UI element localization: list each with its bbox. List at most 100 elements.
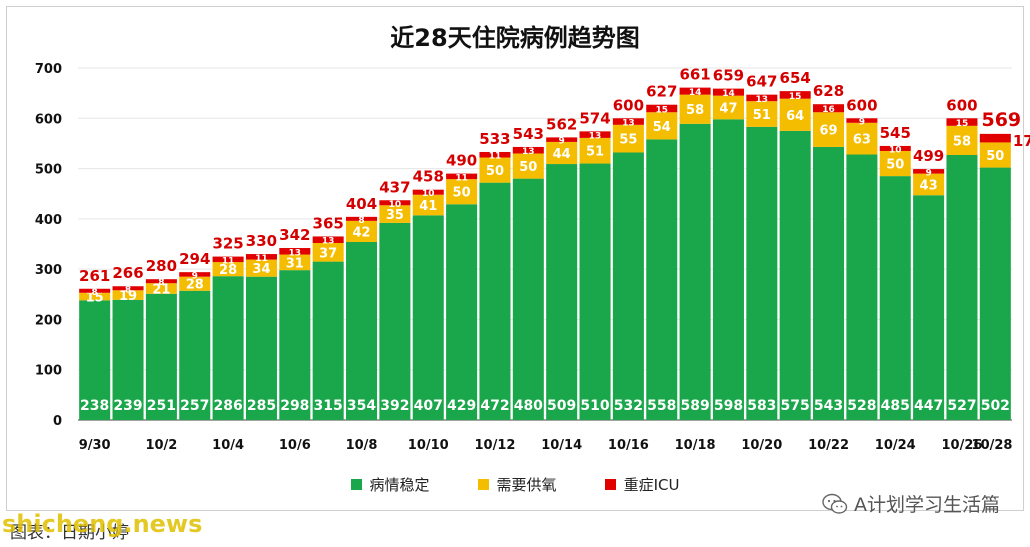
chart-title: 近28天住院病例趋势图	[390, 24, 640, 52]
y-tick-label: 600	[35, 112, 62, 127]
data-label: 485	[881, 398, 910, 414]
data-label: 15	[86, 291, 104, 306]
bar-segment	[712, 95, 744, 120]
data-label: 8	[158, 278, 164, 288]
data-label: 528	[847, 398, 876, 414]
bar-segment	[112, 290, 144, 300]
data-label: 11	[455, 173, 468, 183]
y-tick-label: 200	[35, 313, 62, 328]
data-label: 10	[389, 200, 402, 210]
data-label: 50	[486, 164, 504, 179]
total-label: 490	[446, 152, 477, 170]
data-label: 583	[747, 398, 776, 414]
x-tick-label: 10/16	[608, 438, 649, 453]
total-label: 330	[246, 232, 277, 250]
y-tick-label: 700	[35, 62, 62, 77]
x-tick-label: 10/2	[145, 438, 177, 453]
bar-segment	[946, 118, 978, 126]
data-label: 527	[947, 398, 976, 414]
data-label: 480	[514, 398, 543, 414]
y-tick-label: 400	[35, 213, 62, 228]
bar-segment	[746, 94, 778, 102]
bar-segment	[679, 87, 711, 95]
bar-segment	[612, 152, 644, 421]
data-label: 14	[689, 88, 702, 98]
bar-segment	[279, 254, 311, 271]
bar-segment	[446, 173, 478, 180]
data-label: 407	[414, 398, 443, 414]
bar-segment	[646, 112, 678, 140]
bar-segment	[979, 167, 1011, 420]
data-label: 575	[781, 398, 810, 414]
bar-segment	[813, 112, 845, 147]
data-label: 9	[859, 118, 865, 128]
bar-segment	[946, 125, 978, 155]
bar-segment	[179, 272, 211, 277]
y-tick-label: 500	[35, 163, 62, 178]
legend-swatch	[604, 479, 616, 490]
data-label: 9	[925, 168, 931, 178]
data-label: 9	[192, 271, 198, 281]
data-label: 47	[719, 101, 737, 116]
data-label: 257	[180, 398, 209, 414]
bar-segment	[579, 137, 611, 164]
bar-segment	[746, 101, 778, 127]
data-label: 19	[119, 289, 137, 304]
bar-segment	[813, 146, 845, 420]
bar-segment	[346, 216, 378, 221]
bar-segment	[179, 290, 211, 420]
data-label: 392	[380, 398, 409, 414]
data-label: 17	[1013, 132, 1030, 150]
x-tick-label: 10/10	[408, 438, 449, 453]
legend-label: 需要供氧	[496, 476, 557, 494]
total-label: 499	[913, 147, 944, 165]
total-label: 647	[746, 73, 777, 91]
bar-segment	[746, 126, 778, 420]
bar-segment	[579, 131, 611, 138]
total-label: 533	[479, 130, 510, 148]
total-label: 545	[880, 124, 911, 142]
total-label: 654	[780, 69, 811, 87]
bar-segment	[813, 104, 845, 113]
data-label: 55	[619, 133, 637, 148]
bar-segment	[946, 154, 978, 420]
data-label: 15	[956, 119, 969, 129]
x-tick-label: 10/28	[972, 438, 1013, 453]
data-label: 11	[489, 152, 502, 162]
data-label: 16	[822, 105, 835, 115]
bar-segment	[646, 139, 678, 421]
x-tick-label: 10/22	[808, 438, 849, 453]
data-label: 15	[789, 92, 802, 102]
legend-label: 病情稳定	[369, 476, 430, 494]
data-label: 509	[547, 398, 576, 414]
bar-segment	[212, 256, 244, 263]
data-label: 472	[480, 398, 509, 414]
bar-segment	[512, 178, 544, 420]
data-label: 239	[113, 398, 142, 414]
total-label: 342	[279, 226, 310, 244]
bar-segment	[279, 270, 311, 420]
data-label: 54	[653, 120, 671, 135]
data-label: 8	[92, 288, 98, 298]
bar-segment	[679, 94, 711, 124]
bar-segment	[145, 279, 177, 284]
data-label: 589	[680, 398, 709, 414]
bar-segment	[546, 141, 578, 165]
legend-item: 病情稳定	[350, 474, 430, 495]
bar-segment	[346, 241, 378, 420]
data-label: 50	[453, 186, 471, 201]
bar-segment	[879, 150, 911, 177]
bar-segment	[879, 176, 911, 420]
data-label: 50	[986, 149, 1004, 164]
data-label: 50	[886, 158, 904, 173]
data-label: 286	[213, 398, 242, 414]
bar-segment	[546, 137, 578, 142]
wechat-account: A计划学习生活篇	[822, 490, 1000, 517]
total-label: 661	[679, 66, 710, 84]
legend-label: 重症ICU	[623, 476, 680, 494]
bar-segment	[312, 236, 344, 243]
bar-segment	[979, 133, 1011, 143]
bar-segment	[112, 286, 144, 291]
data-label: 354	[347, 398, 376, 414]
data-label: 429	[447, 398, 476, 414]
